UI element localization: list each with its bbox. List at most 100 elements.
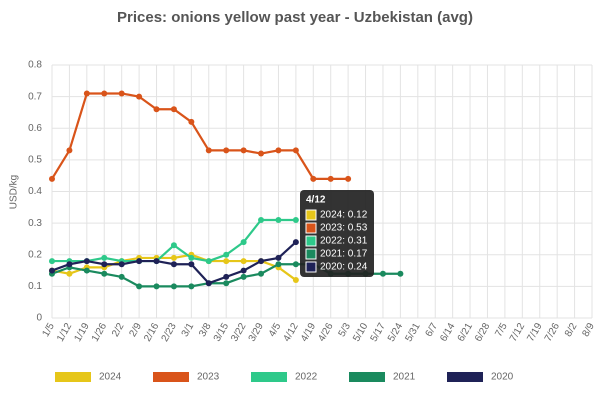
legend-swatch — [349, 372, 385, 382]
x-tick-label: 8/9 — [580, 321, 597, 339]
x-tick-label: 5/31 — [403, 321, 422, 344]
point — [379, 270, 386, 277]
x-tick-label: 2/9 — [128, 321, 145, 339]
y-tick-label: 0 — [36, 313, 42, 324]
x-tick-label: 7/26 — [543, 321, 562, 344]
x-tick-label: 5/24 — [386, 321, 405, 344]
x-tick-label: 3/8 — [197, 321, 214, 339]
point — [83, 267, 90, 274]
point — [101, 261, 108, 268]
x-tick-label: 3/15 — [212, 321, 231, 344]
x-tick-label: 7/12 — [508, 321, 527, 344]
point — [101, 254, 108, 261]
point — [205, 258, 212, 265]
point — [292, 239, 299, 246]
point — [118, 261, 125, 268]
y-tick-label: 0.6 — [28, 123, 42, 134]
point — [223, 273, 230, 280]
x-tick-label: 7/5 — [493, 321, 510, 339]
legend-label: 2023 — [197, 372, 220, 383]
point — [205, 147, 212, 154]
point — [170, 283, 177, 290]
y-tick-label: 0.7 — [28, 91, 42, 102]
point — [170, 106, 177, 113]
tooltip-line: 2020: 0.24 — [320, 262, 368, 273]
tooltip: 4/12 2024: 0.12 2023: 0.53 2022: 0.31 2021: … — [300, 190, 374, 277]
legend-item[interactable]: 2023 — [153, 372, 220, 383]
point — [188, 283, 195, 290]
point — [275, 254, 282, 261]
point — [292, 277, 299, 284]
tooltip-box — [300, 190, 374, 277]
legend-item[interactable]: 2024 — [55, 372, 122, 383]
chart-title: Prices: onions yellow past year - Uzbeki… — [117, 9, 473, 26]
tooltip-title: 4/12 — [306, 195, 326, 206]
point — [292, 147, 299, 154]
point — [292, 261, 299, 268]
y-tick-label: 0.3 — [28, 218, 42, 229]
point — [240, 239, 247, 246]
x-tick-label: 7/19 — [525, 321, 544, 344]
point — [188, 118, 195, 125]
x-tick-label: 6/21 — [456, 321, 475, 344]
series-line — [51, 92, 349, 180]
point — [153, 258, 160, 265]
x-tick-label: 6/14 — [438, 321, 457, 344]
x-tick-label: 1/12 — [55, 321, 74, 344]
point — [258, 150, 265, 157]
point — [49, 258, 55, 265]
tooltip-swatch — [305, 235, 317, 247]
point — [240, 273, 247, 280]
tooltip-line: 2022: 0.31 — [320, 236, 368, 247]
tooltip-swatch — [305, 222, 317, 234]
x-tick-label: 3/22 — [229, 321, 248, 344]
point — [136, 258, 143, 265]
point — [83, 90, 90, 97]
x-tick-label: 4/26 — [316, 321, 335, 344]
legend-item[interactable]: 2020 — [447, 372, 514, 383]
point — [118, 273, 125, 280]
point — [83, 258, 90, 265]
point — [223, 280, 230, 287]
legend-item[interactable]: 2021 — [349, 372, 416, 383]
point — [153, 106, 160, 113]
x-tick-label: 6/7 — [424, 321, 441, 339]
point — [275, 261, 282, 268]
point — [397, 270, 404, 277]
tooltip-swatch — [305, 209, 317, 221]
point — [223, 258, 230, 265]
point — [258, 216, 265, 223]
legend-label: 2021 — [393, 372, 416, 383]
point — [310, 175, 317, 182]
x-tick-label: 5/17 — [369, 321, 388, 344]
point — [258, 270, 265, 277]
point — [258, 258, 265, 265]
point — [170, 242, 177, 249]
x-tick-label: 4/19 — [299, 321, 318, 344]
point — [66, 261, 73, 268]
x-tick-label: 2/23 — [160, 321, 179, 344]
point — [188, 254, 195, 261]
x-tick-label: 6/28 — [473, 321, 492, 344]
legend-swatch — [251, 372, 287, 382]
legend-label: 2022 — [295, 372, 318, 383]
legend-label: 2024 — [99, 372, 122, 383]
point — [327, 175, 334, 182]
x-tick-label: 2/2 — [110, 321, 127, 339]
point — [66, 270, 73, 277]
point — [240, 147, 247, 154]
legend-item[interactable]: 2022 — [251, 372, 318, 383]
point — [292, 216, 299, 223]
point — [240, 258, 247, 265]
point — [49, 175, 55, 182]
x-tick-label: 5/10 — [351, 321, 370, 344]
point — [345, 175, 352, 182]
tooltip-line: 2024: 0.12 — [320, 210, 368, 221]
x-tick-label: 4/12 — [281, 321, 300, 344]
legend-label: 2020 — [491, 372, 514, 383]
tooltip-swatch — [305, 248, 317, 260]
point — [101, 90, 108, 97]
point — [223, 147, 230, 154]
x-tick-label: 8/2 — [563, 321, 580, 339]
